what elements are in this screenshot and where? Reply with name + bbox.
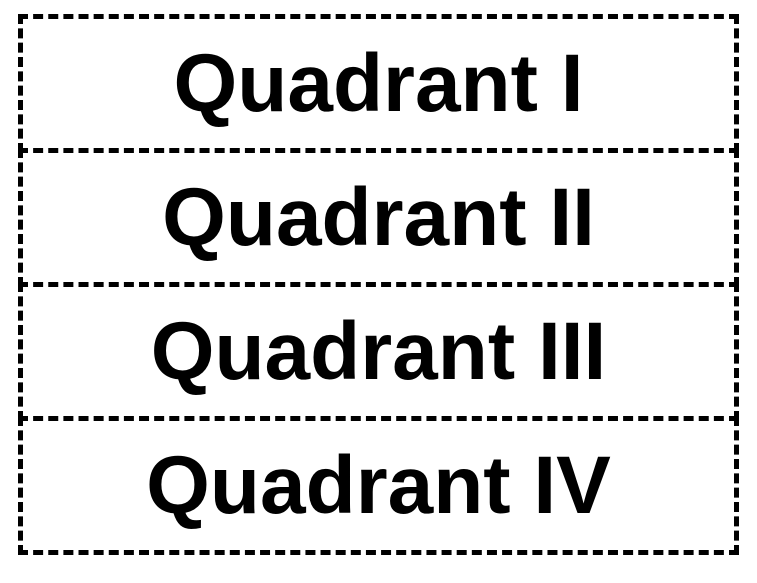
quadrant-label-text: Quadrant II	[162, 177, 595, 259]
quadrant-label-3: Quadrant III	[18, 282, 739, 421]
quadrant-label-2: Quadrant II	[18, 148, 739, 287]
quadrant-label-text: Quadrant I	[173, 43, 583, 125]
quadrant-label-4: Quadrant IV	[18, 416, 739, 555]
quadrant-label-1: Quadrant I	[18, 14, 739, 153]
quadrant-label-text: Quadrant III	[151, 311, 607, 393]
quadrant-label-text: Quadrant IV	[146, 445, 611, 527]
